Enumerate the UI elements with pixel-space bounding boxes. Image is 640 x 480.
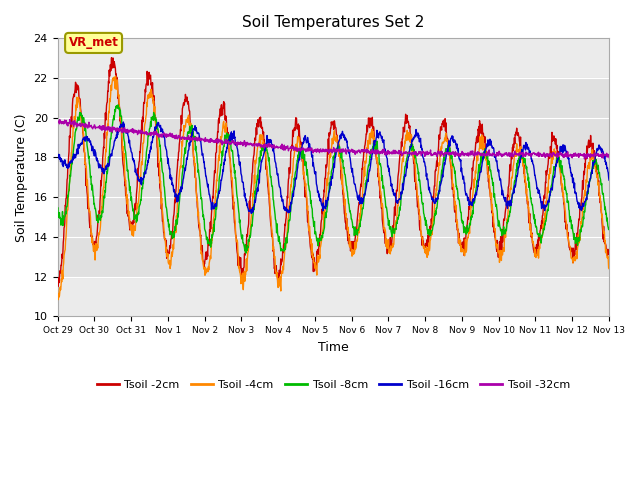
Title: Soil Temperatures Set 2: Soil Temperatures Set 2	[242, 15, 424, 30]
X-axis label: Time: Time	[318, 341, 349, 354]
Legend: Tsoil -2cm, Tsoil -4cm, Tsoil -8cm, Tsoil -16cm, Tsoil -32cm: Tsoil -2cm, Tsoil -4cm, Tsoil -8cm, Tsoi…	[92, 375, 575, 395]
Y-axis label: Soil Temperature (C): Soil Temperature (C)	[15, 113, 28, 241]
Bar	[58, 78, 609, 276]
Text: VR_met: VR_met	[68, 36, 118, 49]
